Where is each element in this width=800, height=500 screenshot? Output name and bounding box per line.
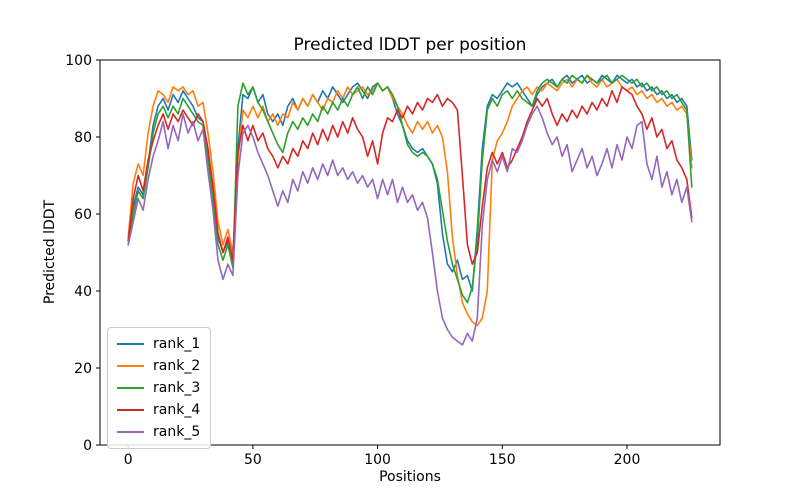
legend-item-label: rank_2 xyxy=(153,358,201,374)
x-axis-tick-label: 100 xyxy=(364,452,391,468)
x-axis-tick-label: 0 xyxy=(124,452,133,468)
y-axis-tick-label: 40 xyxy=(74,284,92,300)
legend-item-rank_4: rank_4 xyxy=(117,399,200,421)
x-axis-tick-label: 200 xyxy=(614,452,641,468)
series-line-rank_2 xyxy=(127,74,693,327)
legend-item-rank_5: rank_5 xyxy=(117,421,200,443)
y-axis-tick-label: 20 xyxy=(74,361,92,377)
legend-item-label: rank_4 xyxy=(153,402,201,418)
series-line-rank_3 xyxy=(127,74,693,304)
legend-item-rank_2: rank_2 xyxy=(117,355,200,377)
series-line-rank_4 xyxy=(127,86,693,265)
x-axis-tick-label: 50 xyxy=(244,452,262,468)
y-axis-tick-label: 60 xyxy=(74,207,92,223)
legend-line-sample xyxy=(117,365,144,367)
legend-line-sample xyxy=(117,343,144,345)
legend-item-label: rank_1 xyxy=(153,336,201,352)
legend-item-rank_3: rank_3 xyxy=(117,377,200,399)
x-axis-tick-label: 150 xyxy=(489,452,516,468)
series-line-rank_5 xyxy=(127,105,693,346)
legend-line-sample xyxy=(117,409,144,411)
chart-frame xyxy=(99,59,721,446)
legend-line-sample xyxy=(117,431,144,433)
legend: rank_1 rank_2 rank_3 rank_4 rank_5 xyxy=(107,327,212,449)
legend-line-sample xyxy=(117,387,144,389)
y-axis-tick-label: 0 xyxy=(83,438,92,454)
chart-title: Predicted lDDT per position xyxy=(293,35,527,55)
x-axis-label: Positions xyxy=(379,469,441,485)
y-axis-label: Predicted lDDT xyxy=(42,199,58,305)
y-axis-tick-label: 80 xyxy=(74,130,92,146)
y-axis-tick-label: 100 xyxy=(65,53,92,69)
legend-item-label: rank_3 xyxy=(153,380,201,396)
legend-item-rank_1: rank_1 xyxy=(117,333,200,355)
legend-item-label: rank_5 xyxy=(153,424,201,440)
